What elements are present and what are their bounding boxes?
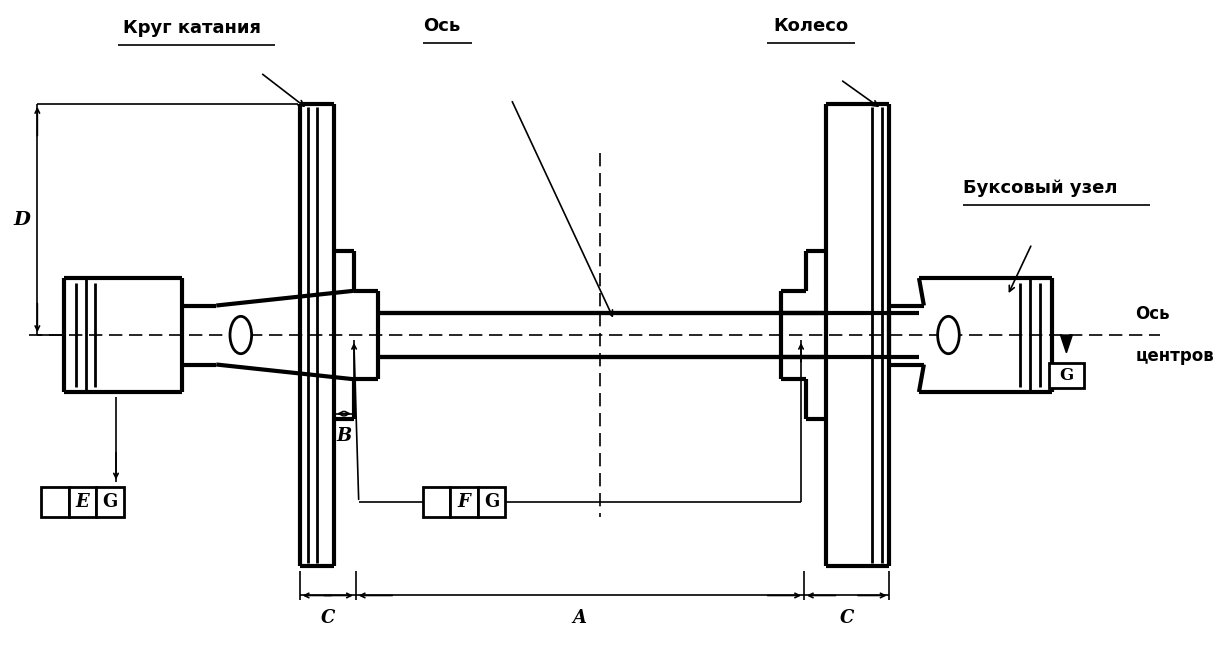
- Text: Круг катания: Круг катания: [123, 19, 261, 37]
- Text: F: F: [457, 493, 471, 511]
- Text: D: D: [13, 210, 31, 228]
- Text: A: A: [573, 610, 587, 627]
- Polygon shape: [1060, 335, 1073, 353]
- Text: G: G: [484, 493, 499, 511]
- Text: Колесо: Колесо: [774, 17, 848, 35]
- Bar: [423, 487, 450, 517]
- Bar: [1048, 362, 1084, 388]
- Text: центров: центров: [1135, 347, 1214, 365]
- Ellipse shape: [938, 317, 959, 353]
- Text: C: C: [840, 610, 855, 627]
- Text: C: C: [320, 610, 335, 627]
- Text: Ось: Ось: [423, 17, 460, 35]
- Bar: [42, 487, 69, 517]
- Bar: [69, 487, 97, 517]
- Text: G: G: [103, 493, 118, 511]
- Ellipse shape: [230, 317, 251, 353]
- Text: Ось: Ось: [1135, 305, 1170, 323]
- Text: G: G: [1059, 367, 1074, 384]
- Bar: [97, 487, 124, 517]
- Text: B: B: [336, 427, 352, 446]
- Bar: [450, 487, 478, 517]
- Bar: [478, 487, 505, 517]
- Text: E: E: [76, 493, 89, 511]
- Text: Буксовый узел: Буксовый узел: [964, 179, 1118, 198]
